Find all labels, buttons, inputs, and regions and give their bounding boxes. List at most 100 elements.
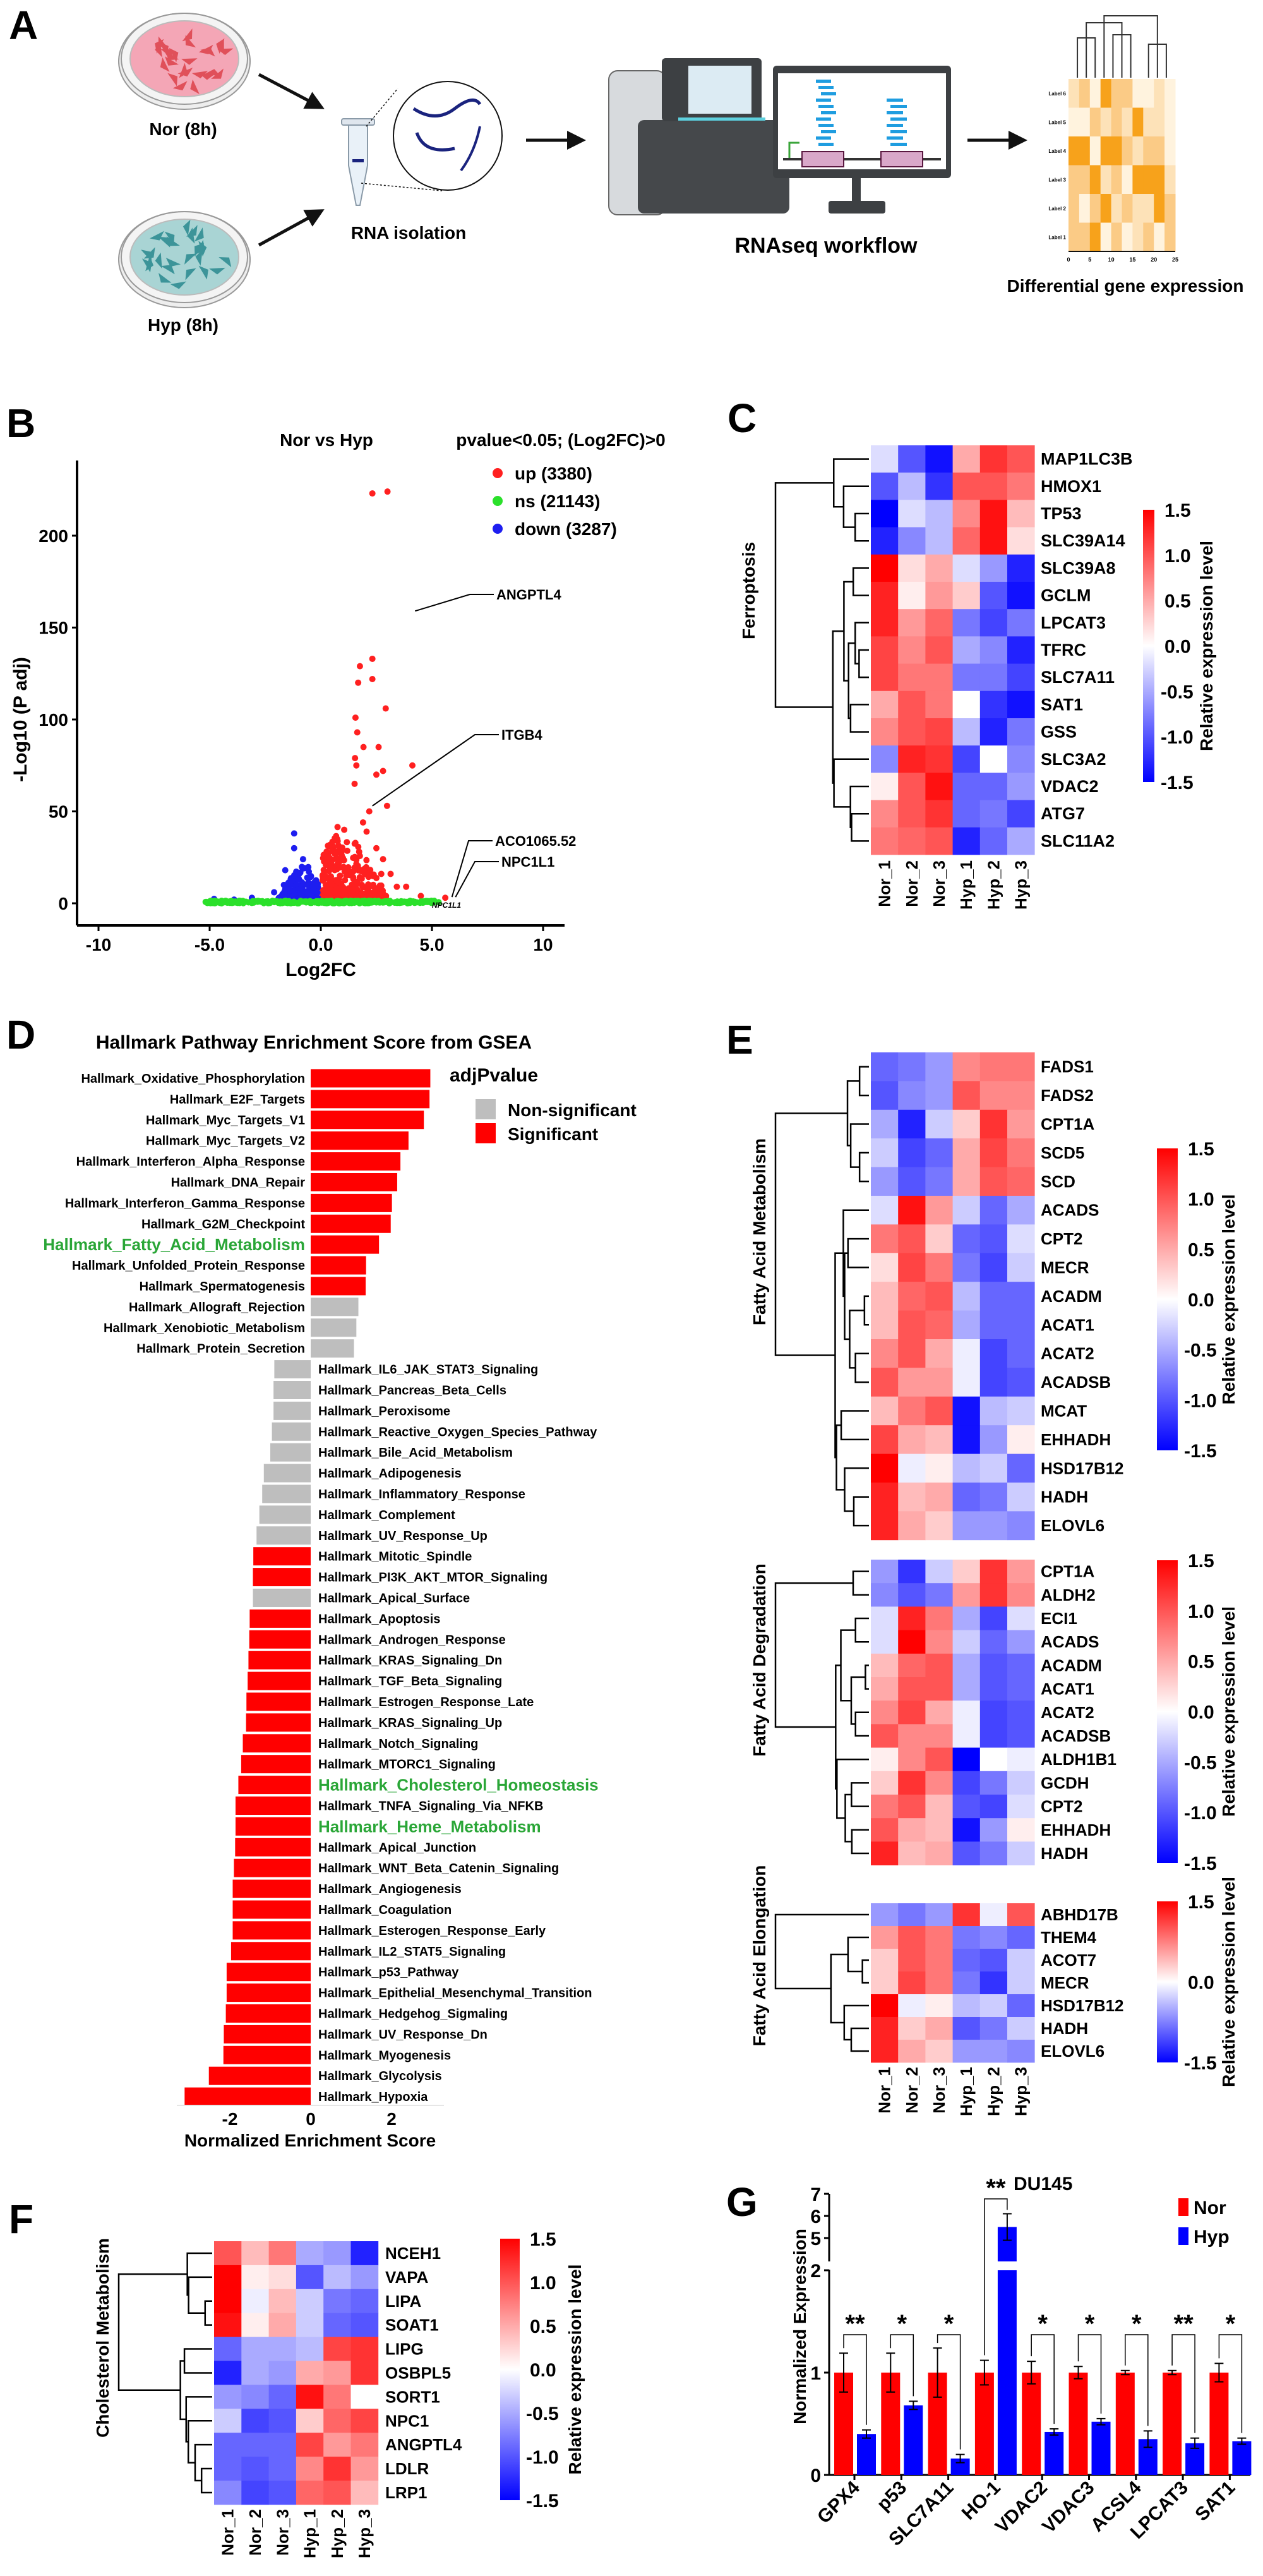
significance-stars: * (1085, 2310, 1095, 2338)
heatmap-row-label: ACADSB (1041, 1726, 1111, 1745)
colorbar-tick-label: 0.0 (1188, 1702, 1214, 1723)
cell-icon (158, 236, 171, 248)
heatmap-cell (296, 2409, 324, 2433)
exon-block (801, 151, 844, 167)
dendrogram-branch (187, 2420, 212, 2464)
gsea-legend-label: Non-significant (508, 1100, 637, 1120)
gsea-bar-label: Hallmark_Adipogenesis (318, 1467, 462, 1481)
dendrogram-branch (774, 1913, 869, 1990)
heatmap-cell (925, 1511, 953, 1541)
heatmap-cell (979, 1138, 1008, 1167)
heatmap-cell (925, 1196, 953, 1225)
heatmap-cell (350, 2481, 379, 2505)
heatmap-cell (1007, 582, 1035, 610)
heatmap-cell (979, 1253, 1008, 1282)
gsea-bar (208, 2066, 311, 2085)
cell-icon (145, 255, 154, 272)
gsea-bar (238, 1776, 311, 1795)
gsea-title: Hallmark Pathway Enrichment Score from G… (96, 1032, 532, 1053)
heatmap-row-label: ACAT1 (1041, 1315, 1094, 1334)
panel-label-c: C (727, 395, 757, 441)
mini-heatmap-row-label: Label 4 (1048, 148, 1066, 154)
heatmap-cell (979, 718, 1008, 746)
monitor-base (829, 201, 885, 214)
cell-icon (185, 35, 196, 48)
qpcr-legend-swatch (1178, 2227, 1188, 2245)
cell-icon (186, 225, 198, 237)
colorbar-tick-label: 1.5 (1188, 1139, 1214, 1160)
mini-heatmap-cell (1089, 136, 1101, 166)
heatmap-cell (952, 636, 981, 664)
volcano-y-tick-label: 200 (39, 526, 68, 546)
gsea-bar (311, 1173, 397, 1191)
heatmap-cell (871, 1368, 899, 1397)
monitor-icon (773, 66, 951, 214)
gsea-bar-label: Hallmark_Coagulation (318, 1903, 452, 1917)
heatmap-cell (296, 2265, 324, 2290)
heatmap-cell (871, 1606, 899, 1630)
gsea-bar-label: Hallmark_Apical_Junction (318, 1841, 476, 1855)
gsea-bar (311, 1235, 380, 1254)
colorbar-tick-label: 1.0 (1164, 546, 1191, 567)
volcano-point-down (296, 876, 302, 882)
heatmap-cell (952, 1700, 981, 1724)
heatmap-cell (871, 1483, 899, 1512)
heatmap-cell (871, 1282, 899, 1311)
read-bar (818, 105, 834, 108)
heatmap-cell (1007, 1903, 1035, 1927)
colorbar-tick-label: 1.5 (1188, 1892, 1214, 1913)
heatmap-column-label: Nor_3 (273, 2509, 292, 2556)
heatmap-cell (979, 1818, 1008, 1842)
cell-icon (155, 252, 162, 269)
volcano-point-ns (340, 900, 347, 906)
heatmap-row-label: ELOVL6 (1041, 1516, 1104, 1535)
volcano-point-up (393, 883, 400, 890)
dendrogram-branch (854, 512, 869, 542)
mini-heatmap-cell (1089, 107, 1101, 137)
volcano-x-tick-label: 10 (533, 935, 553, 954)
heatmap-row-label: SLC11A2 (1041, 831, 1115, 850)
dendrogram-branch (847, 1936, 869, 1973)
mini-heatmap-tick-label: 10 (1108, 256, 1115, 263)
dendrogram-branch (846, 1080, 860, 1147)
volcano-point-up (356, 874, 363, 881)
mini-heatmap-cell (1068, 194, 1080, 223)
gsea-bar-label: Hallmark_Oxidative_Phosphorylation (81, 1072, 305, 1086)
cell-icon (199, 73, 216, 80)
heatmap-cell (871, 1253, 899, 1282)
volcano-legend-marker (493, 524, 503, 534)
heatmap-row-label: EHHADH (1041, 1821, 1111, 1839)
gsea-bar-label: Hallmark_Bile_Acid_Metabolism (318, 1446, 513, 1460)
gsea-bar-label: Hallmark_Inflammatory_Response (318, 1488, 525, 1502)
heatmap-column-label: Nor_3 (930, 2067, 949, 2114)
heatmap-column-label: Hyp_2 (984, 860, 1003, 910)
volcano-point-up (333, 855, 340, 862)
heatmap-cell (350, 2241, 379, 2266)
sequencer-screen (688, 66, 751, 114)
mini-heatmap-cell (1100, 136, 1112, 166)
volcano-point-ns (272, 898, 278, 905)
heatmap-cell (871, 800, 899, 828)
volcano-point-ns (411, 900, 418, 906)
gsea-bar (224, 2025, 311, 2043)
heatmap-column-label: Nor_1 (875, 860, 894, 907)
heatmap-cell (871, 773, 899, 800)
heatmap-cell (1007, 663, 1035, 692)
heatmap-row-label: ACAT2 (1041, 1703, 1094, 1722)
heatmap-cell (268, 2481, 297, 2505)
exon-block (880, 151, 923, 167)
heatmap-row-label: GSS (1041, 723, 1077, 742)
volcano-point-up (369, 490, 376, 497)
heatmap-cell (952, 500, 981, 527)
heatmap-row-label: GCDH (1041, 1773, 1089, 1792)
gsea-bar-label: Hallmark_TNFA_Signaling_Via_NFKB (318, 1800, 543, 1814)
heatmap-cell (898, 1368, 926, 1397)
cell-icon (169, 47, 179, 63)
colorbar-tick-label: 0.0 (1188, 1973, 1214, 1994)
volcano-point-down (290, 830, 297, 837)
volcano-point-ns (237, 898, 244, 905)
gsea-bar (311, 1131, 409, 1150)
qpcr-bar (1091, 2421, 1111, 2475)
read-bar (816, 136, 831, 140)
heatmap-row-label: SLC3A2 (1041, 750, 1106, 769)
